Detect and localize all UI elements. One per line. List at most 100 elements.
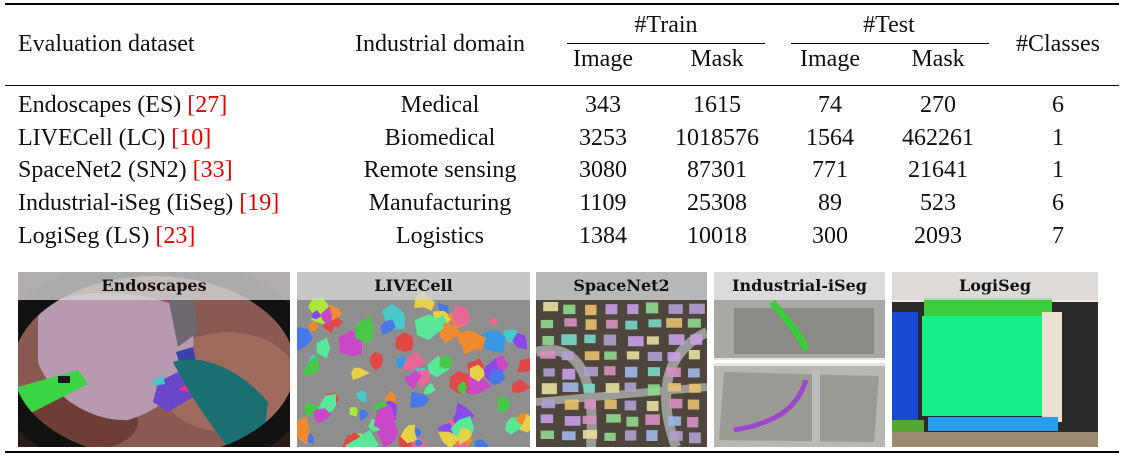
dataset-label: Industrial-iSeg (IiSeg): [18, 190, 240, 216]
cell-mask: [497, 397, 511, 412]
building-mask: [689, 303, 705, 314]
building-mask: [583, 366, 598, 377]
classes-cell: 1: [1052, 157, 1064, 183]
dataset-name: Endoscapes (ES) [27]: [18, 91, 227, 119]
endoscapes-mask-figure: [18, 272, 290, 447]
test-mask-cell: 523: [920, 190, 956, 216]
classes-cell: 1: [1052, 125, 1064, 151]
train-group-rule: [567, 43, 765, 44]
building-mask: [584, 334, 596, 344]
building-mask: [667, 352, 681, 362]
cell-mask: [354, 315, 375, 344]
train-image-cell: 3253: [579, 125, 627, 151]
header-test: #Test: [863, 12, 915, 38]
domain-cell: Remote sensing: [363, 157, 517, 183]
test-mask-cell: 21641: [908, 157, 968, 183]
test-image-cell: 89: [818, 190, 842, 216]
building-mask: [564, 399, 579, 410]
building-mask: [584, 399, 596, 409]
train-image-cell: 1384: [579, 223, 627, 249]
building-mask: [645, 302, 659, 314]
building-mask: [564, 318, 577, 327]
citation-link[interactable]: [23]: [155, 223, 196, 249]
cell-mask: [349, 406, 358, 417]
logiseg-example-image: LogiSeg: [892, 272, 1098, 447]
building-mask: [625, 320, 638, 330]
cell-mask: [458, 427, 473, 446]
cell-mask: [519, 414, 530, 433]
building-mask: [666, 318, 683, 328]
cell-mask: [401, 351, 427, 370]
domain-cell: Biomedical: [384, 125, 496, 151]
citation-link[interactable]: [33]: [192, 157, 233, 183]
test-image-cell: 300: [812, 223, 848, 249]
cell-mask: [345, 429, 379, 447]
header-dataset: Evaluation dataset: [18, 31, 195, 57]
test-group-rule: [791, 43, 989, 44]
train-mask-cell: 1018576: [675, 125, 759, 151]
building-mask: [541, 399, 556, 409]
cell-mask: [437, 431, 461, 447]
cell-mask: [488, 369, 506, 385]
cell-mask: [455, 440, 468, 447]
cell-mask: [297, 416, 310, 445]
building-mask: [584, 351, 600, 361]
citation-link[interactable]: [10]: [171, 125, 212, 151]
table-bottom-rule: [5, 451, 1119, 453]
cell-mask: [457, 380, 467, 396]
building-mask: [543, 302, 559, 312]
panel-title: Industrial-iSeg: [714, 272, 885, 300]
cell-mask: [373, 404, 396, 434]
industrial-iseg-example-image: Industrial-iSeg: [714, 272, 885, 447]
panel-title: SpaceNet2: [536, 272, 707, 300]
building-mask: [563, 304, 576, 315]
building-mask: [626, 351, 640, 360]
dataset-name: LogiSeg (LS) [23]: [18, 222, 195, 250]
building-mask: [561, 351, 574, 361]
building-mask: [628, 336, 644, 347]
train-mask-cell: 25308: [687, 190, 747, 216]
test-mask-cell: 462261: [902, 125, 974, 151]
cell-mask: [489, 317, 498, 326]
building-mask: [605, 304, 618, 315]
citation-link[interactable]: [19]: [239, 190, 280, 216]
dataset-label: SpaceNet2 (SN2): [18, 157, 193, 183]
header-train: #Train: [634, 12, 698, 38]
cell-mask: [395, 332, 414, 352]
building-mask: [541, 383, 557, 395]
spacenet2-mask-figure: [536, 272, 707, 447]
panel-title: Endoscapes: [18, 272, 290, 300]
building-mask: [667, 383, 681, 392]
building-mask: [604, 432, 616, 441]
table-header-rule: [5, 85, 1119, 86]
spacenet2-example-image: SpaceNet2: [536, 272, 707, 447]
cell-mask: [439, 355, 452, 369]
header-train-image: Image: [573, 46, 633, 72]
building-mask: [627, 304, 639, 315]
cell-mask: [359, 409, 369, 421]
dataset-label: LogiSeg (LS): [18, 223, 156, 249]
cell-mask: [511, 379, 530, 393]
cell-mask: [439, 322, 461, 343]
cell-mask: [410, 392, 430, 408]
panel-title: LIVECell: [297, 272, 530, 300]
building-mask: [624, 382, 637, 392]
cell-mask: [512, 332, 527, 350]
cell-mask: [517, 357, 530, 373]
dataset-label: Endoscapes (ES): [18, 92, 188, 118]
cell-mask: [400, 424, 418, 444]
test-image-cell: 74: [818, 92, 842, 118]
building-mask: [543, 368, 555, 377]
building-mask: [605, 383, 620, 393]
test-image-cell: 771: [812, 157, 848, 183]
building-mask: [687, 318, 701, 328]
cell-mask: [476, 330, 506, 354]
citation-link[interactable]: [27]: [187, 92, 228, 118]
train-image-cell: 343: [585, 92, 621, 118]
endoscapes-example-image: Endoscapes: [18, 272, 290, 447]
train-image-cell: 3080: [579, 157, 627, 183]
domain-cell: Manufacturing: [368, 190, 512, 216]
building-mask: [688, 350, 700, 360]
building-mask: [562, 431, 576, 441]
header-test-mask: Mask: [911, 46, 965, 72]
